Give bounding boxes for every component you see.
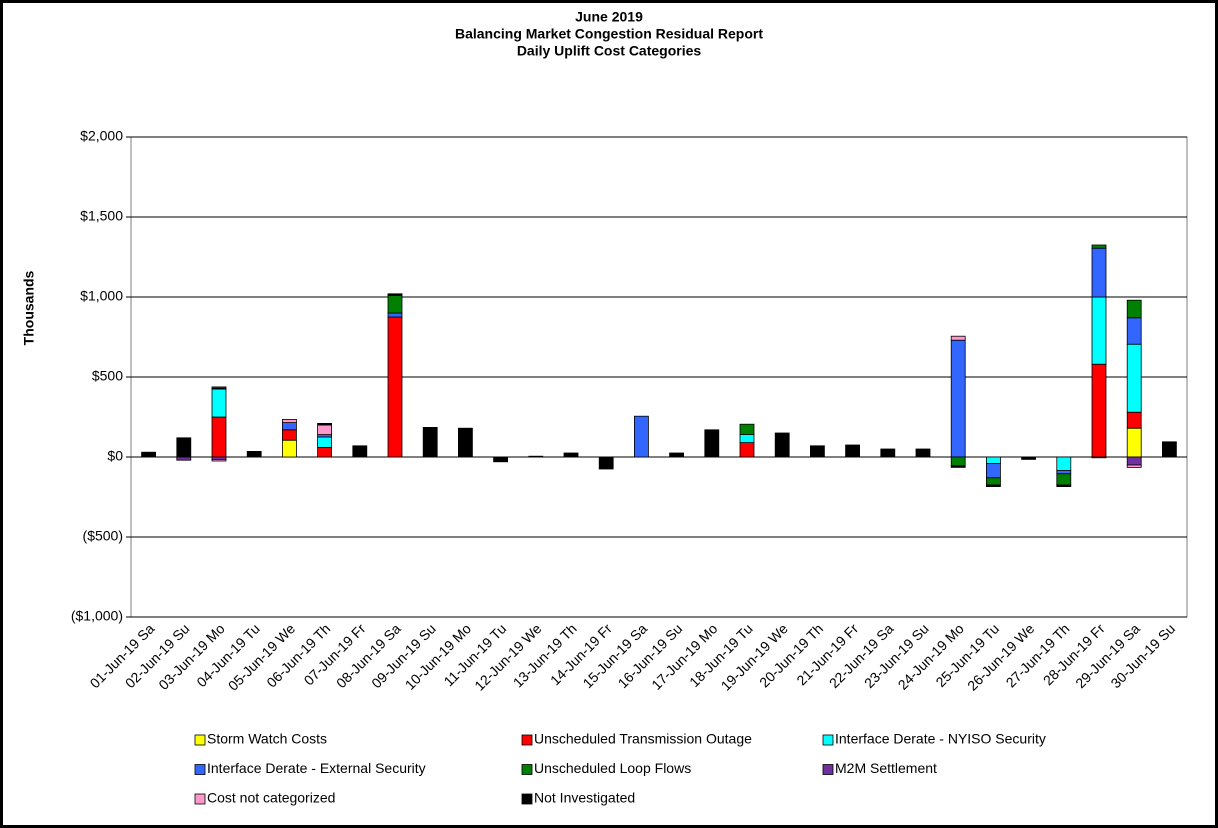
bar-segment xyxy=(739,423,755,436)
bar-segment xyxy=(1021,456,1036,460)
bar-segment xyxy=(1162,441,1177,458)
legend-label: Interface Derate - NYISO Security xyxy=(835,731,1046,747)
bar-segment xyxy=(1091,296,1107,365)
bar-segment xyxy=(211,388,227,418)
bar-segment xyxy=(317,446,333,458)
legend-label: Storm Watch Costs xyxy=(207,731,327,747)
bar-segment xyxy=(246,450,262,458)
bar-segment xyxy=(634,415,649,458)
bar-segment xyxy=(1091,244,1107,249)
chart-subtitle: Balancing Market Congestion Residual Rep… xyxy=(455,26,763,42)
bar-segment xyxy=(739,434,755,444)
bar-segment xyxy=(352,445,368,458)
bar-segment xyxy=(1126,427,1142,458)
bar-segment xyxy=(845,444,860,458)
bar-segment xyxy=(950,456,966,467)
legend-swatch xyxy=(521,764,533,775)
bar-segment xyxy=(986,477,1001,486)
bar-segment xyxy=(669,452,684,458)
bar-segment xyxy=(1126,317,1142,345)
bar-segment xyxy=(387,293,403,295)
bar-segment xyxy=(1126,456,1142,466)
bar-segment xyxy=(457,427,473,458)
legend-swatch xyxy=(521,734,533,746)
bar-segment xyxy=(176,456,192,461)
legend-label: M2M Settlement xyxy=(835,760,937,776)
legend-label: Cost not categorized xyxy=(207,790,335,806)
bar-segment xyxy=(1091,247,1107,298)
bar-segment xyxy=(1091,456,1107,459)
legend-label: Interface Derate - External Security xyxy=(207,760,426,776)
bar-segment xyxy=(281,429,297,441)
bar-segment xyxy=(986,484,1001,488)
bar-segment xyxy=(880,448,896,458)
bar-segment xyxy=(950,465,966,468)
bar-segment xyxy=(986,462,1001,479)
legend-swatch xyxy=(194,734,206,746)
y-tick-label: $500 xyxy=(92,368,123,384)
bar-segment xyxy=(211,416,227,458)
bar-segment xyxy=(387,316,403,458)
bar-segment xyxy=(317,436,333,448)
y-tick-label: $0 xyxy=(107,448,123,464)
legend-swatch xyxy=(194,793,206,805)
bar-segment xyxy=(317,424,333,436)
chart-title: June 2019 xyxy=(575,9,643,25)
bar-segment xyxy=(211,458,227,462)
bar-segment xyxy=(176,437,192,458)
bar-segment xyxy=(281,422,297,431)
y-tick-label: $1,500 xyxy=(80,208,123,224)
bar-segment xyxy=(1126,299,1142,319)
bar-segment xyxy=(1056,484,1072,488)
bar-segment xyxy=(810,445,825,458)
bar-segment xyxy=(739,442,755,458)
y-tick-label: ($500) xyxy=(83,528,123,544)
bar-segment xyxy=(986,456,1001,464)
bar-segment xyxy=(950,335,966,341)
y-tick-label: $2,000 xyxy=(80,128,123,144)
bar-segment xyxy=(1126,464,1142,468)
bar-segment xyxy=(1056,456,1072,472)
bar-segment xyxy=(704,429,720,458)
bar-segment xyxy=(422,426,438,458)
bar-segment xyxy=(1126,411,1142,429)
bar-segment xyxy=(1126,343,1142,413)
y-tick-label: ($1,000) xyxy=(71,608,123,624)
bar-segment xyxy=(387,294,403,314)
bar-segment xyxy=(915,448,931,458)
bar-segment xyxy=(950,339,966,458)
legend-swatch xyxy=(194,764,206,775)
bar-segment xyxy=(563,452,579,458)
bar-segment xyxy=(1056,470,1072,475)
legend-label: Unscheduled Transmission Outage xyxy=(534,731,752,747)
bar-segment xyxy=(493,456,509,463)
bar-segment xyxy=(141,451,157,458)
bar-segment xyxy=(387,312,403,318)
y-axis-title: Thousands xyxy=(21,270,37,345)
legend-label: Unscheduled Loop Flows xyxy=(534,760,691,776)
legend-swatch xyxy=(822,734,834,746)
legend-swatch xyxy=(822,764,834,775)
bar-segment xyxy=(774,432,790,458)
legend-swatch xyxy=(521,793,533,805)
bar-segment xyxy=(211,386,227,389)
bar-segment xyxy=(598,456,614,470)
bar-segment xyxy=(1056,473,1072,486)
bar-segment xyxy=(281,418,297,423)
chart-subtitle: Daily Uplift Cost Categories xyxy=(517,43,702,59)
bar-segment xyxy=(281,439,297,458)
y-tick-label: $1,000 xyxy=(80,288,123,304)
bar-segment xyxy=(528,455,544,458)
bar-segment xyxy=(1091,363,1107,458)
legend-label: Not Investigated xyxy=(534,790,635,806)
bar-segment xyxy=(317,422,333,426)
